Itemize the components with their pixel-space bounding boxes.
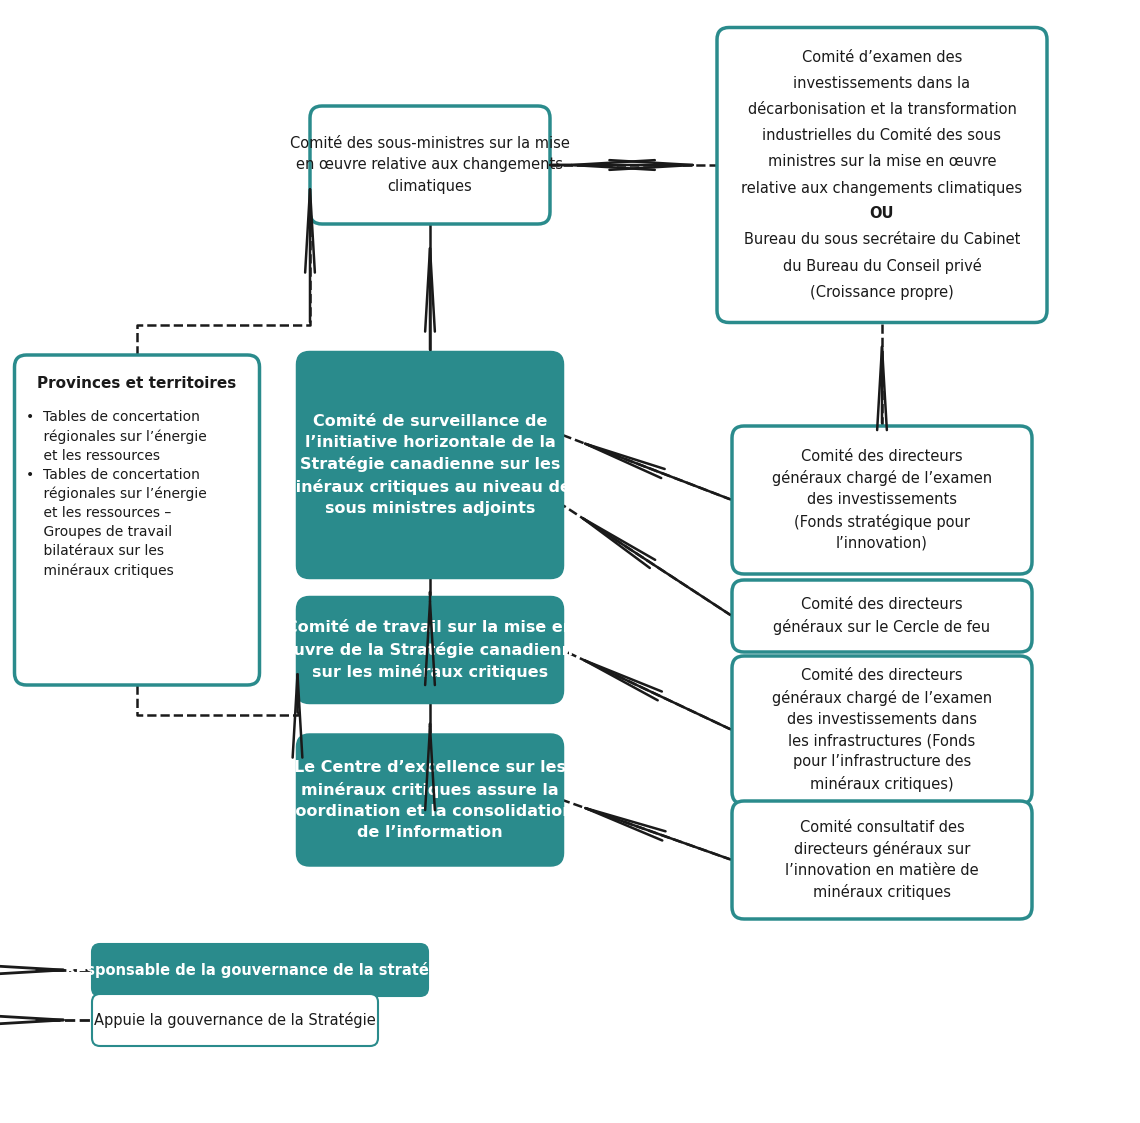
FancyBboxPatch shape: [298, 734, 562, 865]
Text: Comité de surveillance de
l’initiative horizontale de la
Stratégie canadienne su: Comité de surveillance de l’initiative h…: [279, 414, 580, 515]
FancyBboxPatch shape: [298, 597, 562, 703]
Text: Responsable de la gouvernance de la stratégie: Responsable de la gouvernance de la stra…: [65, 962, 455, 978]
Text: Comité d’examen des: Comité d’examen des: [801, 51, 962, 65]
Text: OU: OU: [870, 207, 894, 221]
Text: ministres sur la mise en œuvre: ministres sur la mise en œuvre: [767, 155, 996, 170]
FancyBboxPatch shape: [732, 579, 1032, 652]
FancyBboxPatch shape: [310, 106, 549, 223]
Text: Comité de travail sur la mise en
œuvre de la Stratégie canadienne
sur les minéra: Comité de travail sur la mise en œuvre d…: [276, 620, 584, 681]
Text: Comité des directeurs
généraux chargé de l’examen
des investissements
(Fonds str: Comité des directeurs généraux chargé de…: [772, 449, 992, 551]
FancyBboxPatch shape: [717, 27, 1047, 322]
Text: Comité consultatif des
directeurs généraux sur
l’innovation en matière de
minéra: Comité consultatif des directeurs généra…: [785, 820, 979, 901]
Text: Comité des directeurs
généraux chargé de l’examen
des investissements dans
les i: Comité des directeurs généraux chargé de…: [772, 668, 992, 792]
Text: Comité des directeurs
généraux sur le Cercle de feu: Comité des directeurs généraux sur le Ce…: [773, 597, 991, 634]
Text: Le Centre d’excellence sur les
minéraux critiques assure la
coordination et la c: Le Centre d’excellence sur les minéraux …: [286, 760, 573, 840]
FancyBboxPatch shape: [15, 355, 260, 685]
FancyBboxPatch shape: [732, 426, 1032, 574]
Text: du Bureau du Conseil privé: du Bureau du Conseil privé: [783, 258, 982, 274]
Text: décarbonisation et la transformation: décarbonisation et la transformation: [748, 102, 1017, 118]
Text: relative aux changements climatiques: relative aux changements climatiques: [741, 181, 1023, 195]
Text: Comité des sous-ministres sur la mise
en œuvre relative aux changements
climatiq: Comité des sous-ministres sur la mise en…: [290, 137, 570, 193]
FancyBboxPatch shape: [298, 353, 562, 577]
Text: industrielles du Comité des sous: industrielles du Comité des sous: [763, 128, 1002, 144]
Text: Appuie la gouvernance de la Stratégie: Appuie la gouvernance de la Stratégie: [95, 1012, 376, 1028]
Text: investissements dans la: investissements dans la: [793, 76, 970, 91]
FancyBboxPatch shape: [92, 994, 378, 1046]
Text: •  Tables de concertation
    régionales sur l’énergie
    et les ressources
•  : • Tables de concertation régionales sur …: [26, 410, 207, 577]
Text: Bureau du sous secrétaire du Cabinet: Bureau du sous secrétaire du Cabinet: [743, 232, 1020, 247]
Text: (Croissance propre): (Croissance propre): [811, 284, 954, 300]
FancyBboxPatch shape: [732, 656, 1032, 804]
Text: Provinces et territoires: Provinces et territoires: [38, 375, 237, 391]
FancyBboxPatch shape: [92, 944, 428, 996]
FancyBboxPatch shape: [732, 801, 1032, 919]
